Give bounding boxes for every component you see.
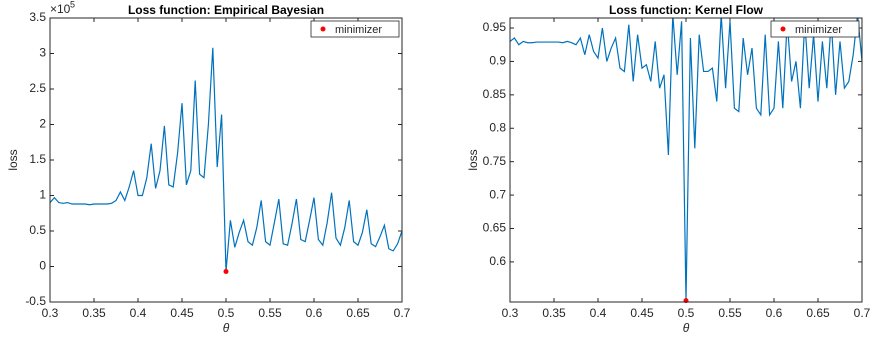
x-tick-label: 0.7: [854, 306, 871, 320]
x-tick-label: 0.55: [718, 306, 742, 320]
y-scale-exponent: 5: [70, 0, 75, 9]
plot-area: [510, 18, 862, 302]
x-tick-label: 0.4: [590, 306, 607, 320]
y-axis-label: loss: [6, 149, 20, 170]
y-tick-label: 0.95: [483, 20, 507, 34]
y-tick-label: -0.5: [25, 294, 46, 308]
minimizer-point: [223, 268, 229, 274]
y-scale-base: ×10: [50, 2, 71, 16]
x-tick-label: 0.45: [170, 306, 194, 320]
x-tick-label: 0.7: [394, 306, 411, 320]
chart-title: Loss function: Empirical Bayesian: [128, 3, 324, 17]
x-tick-label: 0.35: [542, 306, 566, 320]
y-tick-label: 0.65: [483, 221, 507, 235]
y-tick-label: 1.5: [29, 152, 46, 166]
y-tick-label: 0.6: [489, 254, 506, 268]
legend-label: minimizer: [335, 24, 382, 36]
axes: Loss function: Kernel Flow θ loss 0.3 0.35 0.…: [466, 3, 870, 335]
x-tick-label: 0.5: [678, 306, 695, 320]
legend-box: [770, 20, 860, 38]
x-axis-label: θ: [683, 321, 690, 335]
y-tick-label: 1: [39, 188, 46, 202]
x-tick-label: 0.4: [130, 306, 147, 320]
legend-label: minimizer: [795, 24, 842, 36]
axes-box: [49, 17, 403, 303]
y-tick-label: 0.75: [483, 154, 507, 168]
x-tick-label: 0.35: [82, 306, 106, 320]
y-tick-label: 0.7: [489, 187, 506, 201]
x-tick-label: 0.45: [630, 306, 654, 320]
y-tick-label: 3: [39, 46, 46, 60]
y-tick-label: 3.5: [29, 10, 46, 24]
chart-title: Loss function: Kernel Flow: [609, 3, 764, 17]
legend-box: [310, 20, 400, 38]
legend-marker: [320, 26, 326, 32]
x-tick-label: 0.65: [806, 306, 830, 320]
x-axis-label: θ: [223, 321, 230, 335]
y-tick-label: 2: [39, 117, 46, 131]
y-tick-label: 2.5: [29, 81, 46, 95]
x-tick-label: 0.3: [42, 306, 59, 320]
y-tick-label: 0.85: [483, 87, 507, 101]
y-tick-label: 0.9: [489, 54, 506, 68]
y-tick-label: 0: [39, 259, 46, 273]
x-tick-label: 0.3: [502, 306, 519, 320]
x-tick-label: 0.65: [346, 306, 370, 320]
y-axis-label: loss: [466, 149, 480, 170]
x-tick-label: 0.55: [258, 306, 282, 320]
axes: Loss function: Empirical Bayesian θ loss ×1…: [6, 0, 410, 335]
y-tick-label: 0.5: [29, 223, 46, 237]
axes-box: [509, 17, 863, 303]
x-tick-label: 0.6: [766, 306, 783, 320]
legend-marker: [780, 26, 786, 32]
x-tick-label: 0.5: [218, 306, 235, 320]
y-tick-label: 0.8: [489, 120, 506, 134]
x-tick-label: 0.6: [306, 306, 323, 320]
